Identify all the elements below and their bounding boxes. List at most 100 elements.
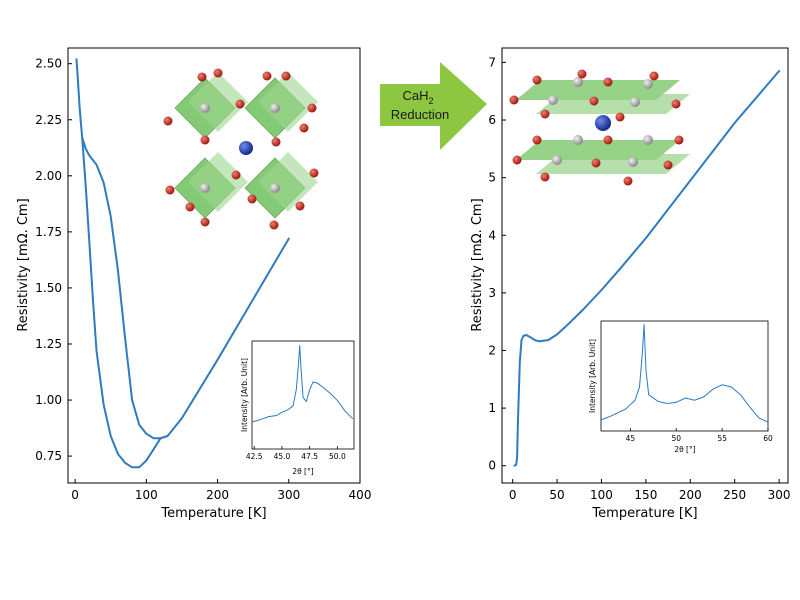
octahedron xyxy=(258,152,318,212)
octahedron xyxy=(188,152,248,212)
octahedron xyxy=(188,72,248,132)
left-ytick-label: 2.25 xyxy=(35,113,62,127)
oxygen-atom xyxy=(247,194,257,204)
right-ylabel: Resistivity [mΩ. Cm] xyxy=(470,198,485,331)
oxygen-atom xyxy=(165,185,175,195)
right-inset-xtick-label: 50 xyxy=(671,434,681,443)
left-axes: 0 100 200 300 400 0.75 1.00 1.25 1.50 1.75 2.00 2.2… xyxy=(35,57,371,502)
left-inset-xtick-label: 45.0 xyxy=(274,452,291,461)
reduction-arrow: CaH2 Reduction xyxy=(380,62,487,150)
left-inset: 42.5 45.0 47.5 50.0 2θ [°] Intensity [Arb. … xyxy=(240,340,355,476)
metal-atom xyxy=(573,135,583,145)
right-xtick-label: 100 xyxy=(590,488,613,502)
right-xtick-label: 250 xyxy=(723,488,746,502)
left-xtick-label: 300 xyxy=(277,488,300,502)
oxygen-atom xyxy=(603,135,613,145)
oxygen-atom xyxy=(269,220,279,230)
oxygen-atom xyxy=(540,109,550,119)
metal-atom xyxy=(200,183,210,193)
oxygen-atom xyxy=(235,99,245,109)
metal-atom xyxy=(643,79,653,89)
oxygen-atom xyxy=(512,155,522,165)
cation-atom xyxy=(239,141,253,155)
left-inset-xtick-label: 42.5 xyxy=(246,452,263,461)
right-inset: 45 50 55 60 2θ [°] Intensity [Arb. Unit] xyxy=(588,320,773,454)
metal-atom xyxy=(200,103,210,113)
metal-atom xyxy=(573,77,583,87)
left-plot-frame xyxy=(67,47,361,484)
arrow-label-process: Reduction xyxy=(391,107,450,122)
right-inset-xrd-pattern xyxy=(600,324,769,423)
cation-atom xyxy=(595,115,611,131)
left-inset-xtick-label: 50.0 xyxy=(329,452,346,461)
oxygen-atom xyxy=(295,201,305,211)
oxygen-atom xyxy=(262,71,272,81)
right-ytick-label: 4 xyxy=(488,228,496,242)
left-resistivity-curve-1 xyxy=(75,58,290,440)
right-inset-xtick-label: 45 xyxy=(626,434,636,443)
right-inset-xtick-label: 60 xyxy=(763,434,773,443)
left-inset-ylabel: Intensity [Arb. Unit] xyxy=(240,358,249,432)
right-xtick-label: 200 xyxy=(679,488,702,502)
left-inset-axes: 42.5 45.0 47.5 50.0 xyxy=(246,446,346,461)
oxygen-atom xyxy=(589,96,599,106)
left-inset-xlabel: 2θ [°] xyxy=(292,467,313,476)
octahedron xyxy=(258,72,318,132)
oxygen-atom xyxy=(674,135,684,145)
right-xtick-label: 50 xyxy=(549,488,564,502)
oxygen-atom xyxy=(200,135,210,145)
oxygen-atom xyxy=(532,135,542,145)
left-xlabel: Temperature [K] xyxy=(160,506,266,521)
oxygen-atom xyxy=(307,103,317,113)
right-ytick-label: 7 xyxy=(488,55,496,69)
left-xtick-label: 400 xyxy=(349,488,372,502)
right-inset-xtick-label: 55 xyxy=(717,434,727,443)
left-ylabel: Resistivity [mΩ. Cm] xyxy=(16,198,31,331)
oxygen-atom xyxy=(509,95,519,105)
oxygen-atom xyxy=(213,68,223,78)
oxygen-atom xyxy=(281,71,291,81)
oxygen-atom xyxy=(603,77,613,87)
metal-atom xyxy=(552,155,562,165)
right-curves xyxy=(513,70,781,467)
right-ytick-label: 2 xyxy=(488,343,496,357)
left-xtick-label: 200 xyxy=(206,488,229,502)
square-planar-layer xyxy=(536,94,690,114)
left-ytick-label: 1.50 xyxy=(35,281,62,295)
left-ytick-label: 2.50 xyxy=(35,57,62,71)
right-xtick-label: 300 xyxy=(768,488,791,502)
oxygen-atom xyxy=(623,176,633,186)
oxygen-atom xyxy=(540,172,550,182)
right-ytick-label: 6 xyxy=(488,113,496,127)
right-inset-xlabel: 2θ [°] xyxy=(674,445,695,454)
left-inset-xrd-pattern xyxy=(251,345,354,423)
arrow-shape xyxy=(380,62,487,150)
left-panel: 0 100 200 300 400 0.75 1.00 1.25 1.50 1.75 2.00 2.2… xyxy=(16,47,371,521)
left-ytick-label: 1.00 xyxy=(35,393,62,407)
right-ytick-label: 0 xyxy=(488,459,496,473)
left-ytick-label: 1.75 xyxy=(35,225,62,239)
oxygen-atom xyxy=(163,116,173,126)
metal-atom xyxy=(643,135,653,145)
square-planar-layer xyxy=(536,154,690,174)
right-xtick-label: 0 xyxy=(509,488,517,502)
left-resistivity-curve-2 xyxy=(81,136,169,469)
oxygen-atom xyxy=(197,72,207,82)
oxygen-atom xyxy=(663,160,673,170)
metal-atom xyxy=(270,183,280,193)
perovskite-structure-illustration xyxy=(163,68,319,230)
metal-atom xyxy=(548,95,558,105)
oxygen-atom xyxy=(591,158,601,168)
oxygen-atom xyxy=(309,168,319,178)
right-xtick-label: 150 xyxy=(634,488,657,502)
right-xlabel: Temperature [K] xyxy=(591,506,697,521)
right-plot-frame xyxy=(501,47,789,484)
oxygen-atom xyxy=(299,123,309,133)
oxygen-atom xyxy=(577,69,587,79)
right-resistivity-curve-1 xyxy=(513,70,781,467)
left-ytick-label: 2.00 xyxy=(35,169,62,183)
left-ytick-label: 1.25 xyxy=(35,337,62,351)
oxygen-atom xyxy=(200,217,210,227)
